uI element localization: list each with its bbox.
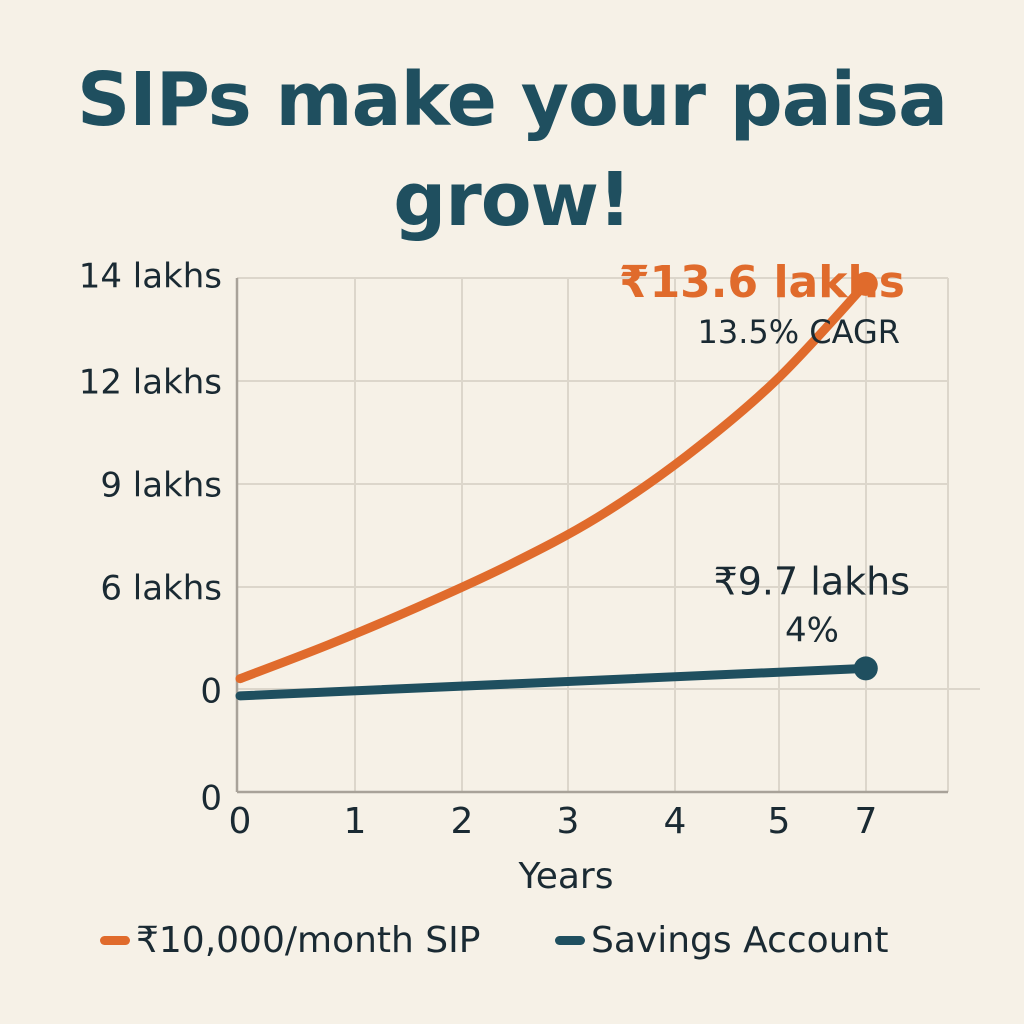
title-line-1: SIPs make your paisa bbox=[76, 57, 948, 143]
x-tick-label: 7 bbox=[855, 801, 878, 842]
end-value-label-savings: ₹9.7 lakhs bbox=[714, 560, 910, 604]
series-line-savings bbox=[235, 663, 871, 701]
legend-label-savings: Savings Account bbox=[591, 919, 889, 961]
y-tick-label: 0 bbox=[200, 779, 222, 819]
series-line-sip bbox=[235, 279, 871, 684]
end-value-label-sip: ₹13.6 lakhs bbox=[619, 257, 905, 308]
x-tick-label: 5 bbox=[768, 801, 791, 842]
y-tick-label: 12 lakhs bbox=[79, 363, 222, 403]
y-tick-label: 14 lakhs bbox=[79, 257, 222, 297]
x-tick-label: 1 bbox=[344, 801, 367, 842]
legend-label-sip: ₹10,000/month SIP bbox=[136, 919, 481, 961]
legend-item-sip: ₹10,000/month SIP bbox=[100, 912, 480, 968]
legend-item-savings: Savings Account bbox=[555, 912, 888, 968]
legend-swatch-savings bbox=[555, 935, 585, 945]
y-tick-label: 0 bbox=[200, 672, 222, 712]
end-rate-label-savings: 4% bbox=[785, 611, 839, 651]
series-end-marker-savings bbox=[853, 656, 878, 681]
legend: ₹10,000/month SIP Savings Account bbox=[0, 912, 1024, 968]
legend-swatch-sip bbox=[100, 935, 130, 945]
title-line-2: grow! bbox=[393, 157, 631, 243]
y-tick-label: 9 lakhs bbox=[100, 466, 222, 506]
x-tick-label: 4 bbox=[664, 801, 687, 842]
end-rate-label-sip: 13.5% CAGR bbox=[697, 313, 900, 351]
x-tick-label: 2 bbox=[451, 801, 474, 842]
y-tick-label: 6 lakhs bbox=[100, 569, 222, 609]
series-end-marker-sip bbox=[853, 271, 878, 296]
x-tick-label: 0 bbox=[229, 801, 252, 842]
x-axis-label: Years bbox=[518, 856, 614, 897]
x-tick-label: 3 bbox=[557, 801, 580, 842]
chart-title: SIPs make your paisa grow! bbox=[0, 50, 1024, 250]
